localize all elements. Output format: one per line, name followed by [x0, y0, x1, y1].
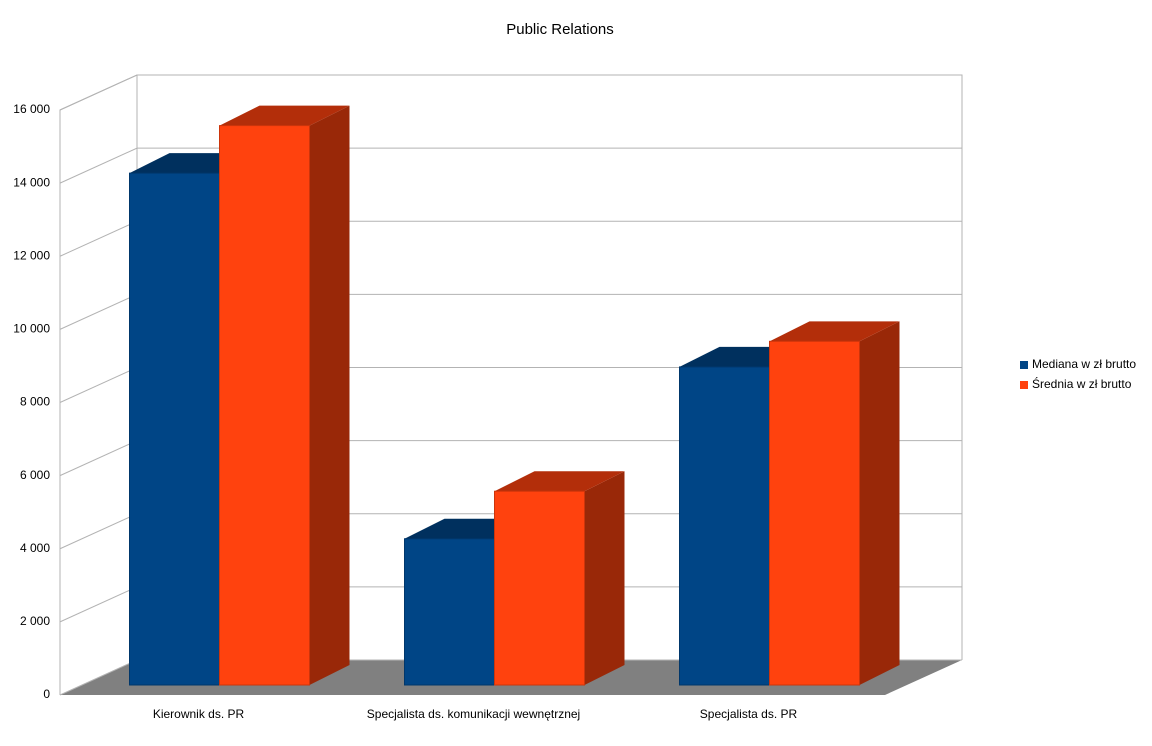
bar	[404, 538, 495, 686]
y-tick-label: 12 000	[13, 248, 50, 262]
bar-top	[769, 321, 900, 342]
bar	[494, 490, 585, 686]
x-tick-label: Kierownik ds. PR	[153, 707, 245, 721]
y-tick-label: 2 000	[20, 614, 50, 628]
bar-top	[219, 105, 350, 126]
y-tick-label: 0	[43, 687, 50, 701]
grid-line	[59, 147, 962, 184]
x-tick-label: Specjalista ds. komunikacji wewnętrznej	[367, 707, 580, 721]
chart-title: Public Relations	[506, 21, 614, 38]
legend-swatch	[1020, 361, 1028, 369]
grid-line	[59, 74, 962, 111]
bar-side	[584, 471, 625, 685]
y-tick-label: 6 000	[20, 468, 50, 482]
y-tick-label: 16 000	[13, 102, 50, 116]
y-tick-label: 8 000	[20, 395, 50, 409]
x-tick-label: Specjalista ds. PR	[700, 707, 798, 721]
bar	[129, 172, 220, 686]
legend-label: Mediana w zł brutto	[1032, 357, 1136, 371]
bar	[679, 366, 770, 686]
bar-side	[859, 321, 900, 685]
bar	[219, 125, 310, 686]
bar-top	[494, 471, 625, 492]
y-tick-label: 10 000	[13, 322, 50, 336]
y-tick-label: 14 000	[13, 175, 50, 189]
y-tick-label: 4 000	[20, 541, 50, 555]
bar	[769, 340, 860, 686]
legend-swatch	[1020, 381, 1028, 389]
bar-side	[309, 105, 350, 685]
legend-label: Średnia w zł brutto	[1032, 376, 1132, 391]
